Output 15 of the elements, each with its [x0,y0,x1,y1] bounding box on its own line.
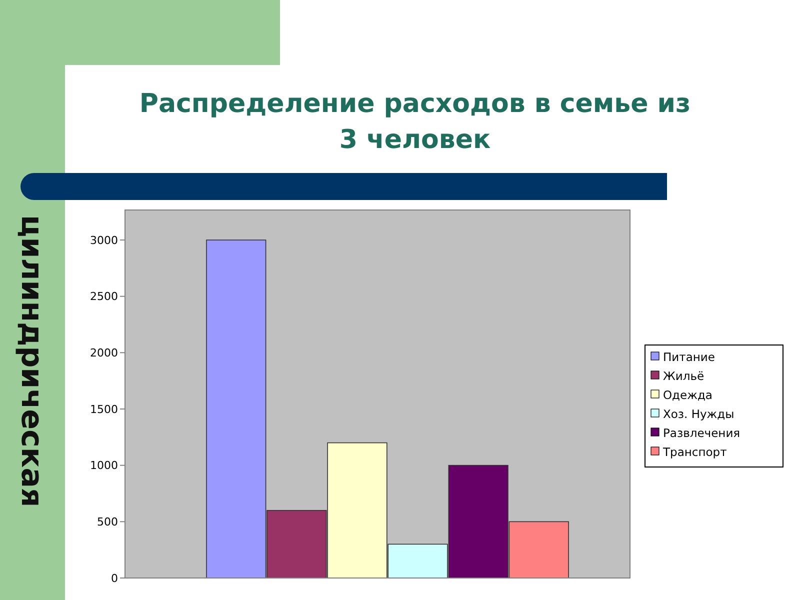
legend-label: Жильё [663,369,704,384]
legend-label: Одежда [663,388,712,402]
y-tick-label: 3000 [90,234,118,247]
y-tick-label: 1000 [90,459,118,472]
legend-label: Питание [663,350,715,364]
text: цилиндрическая [14,215,49,508]
y-tick-label: 1500 [90,402,118,416]
legend-label: Хоз. Нужды [663,407,734,422]
chart-title: Распределение расходов в семье из 3 человек [139,89,691,155]
legend-label: Развлечения [663,426,740,440]
y-tick-label: 0 [111,572,118,585]
legend-label: Транспорт [662,445,728,460]
y-tick-label: 2000 [90,346,118,360]
y-tick-label: 2500 [90,290,118,304]
y-tick-label: 500 [97,516,118,529]
